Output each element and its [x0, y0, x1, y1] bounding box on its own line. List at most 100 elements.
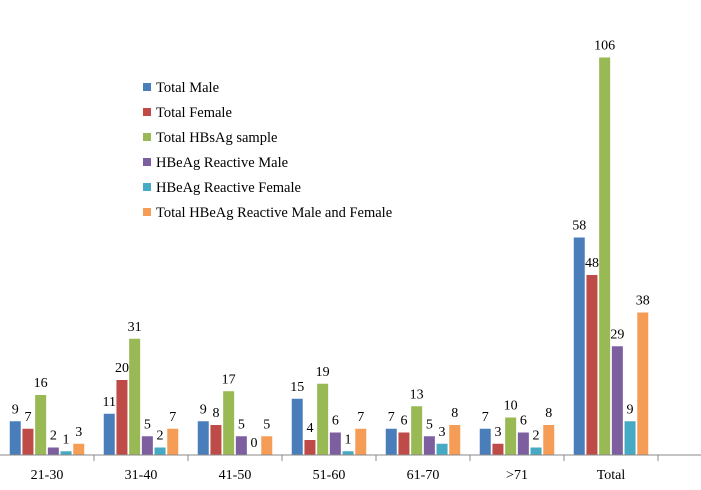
data-label: 17 — [222, 372, 236, 387]
bar — [103, 413, 115, 455]
bars-layer — [9, 57, 649, 455]
data-label: 7 — [388, 410, 395, 425]
legend-label: HBeAg Reactive Female — [156, 180, 301, 196]
data-label: 7 — [169, 410, 176, 425]
bar — [35, 395, 47, 455]
data-label: 6 — [400, 414, 407, 429]
data-label: 7 — [482, 410, 489, 425]
legend-swatch — [143, 183, 151, 191]
x-tick-label: 51-60 — [313, 468, 346, 483]
bar — [543, 425, 555, 455]
bar — [129, 338, 141, 455]
data-label: 9 — [627, 402, 634, 417]
data-label: 6 — [520, 414, 527, 429]
data-label: 9 — [12, 402, 19, 417]
legend-label: Total HBsAg sample — [156, 130, 277, 146]
data-label: 15 — [290, 380, 304, 395]
legend-label: Total HBeAg Reactive Male and Female — [156, 205, 392, 221]
legend-label: Total Male — [156, 80, 219, 96]
data-label: 58 — [572, 219, 586, 234]
bar — [197, 421, 209, 455]
data-label: 2 — [533, 429, 540, 444]
bar — [317, 383, 329, 455]
data-label: 20 — [115, 361, 129, 376]
legend-swatch — [143, 158, 151, 166]
legend-swatch — [143, 108, 151, 116]
data-label: 38 — [636, 294, 650, 309]
bar — [355, 428, 367, 455]
data-label: 10 — [504, 399, 518, 414]
data-label: 9 — [200, 402, 207, 417]
data-label: 5 — [238, 417, 245, 432]
bar — [329, 432, 341, 455]
bar — [624, 421, 636, 455]
bar — [223, 391, 235, 455]
data-label: 7 — [24, 410, 31, 425]
data-label: 13 — [410, 387, 424, 402]
data-label: 8 — [545, 406, 552, 421]
bar — [411, 406, 423, 455]
x-axis-ticks: 21-30 31-40 41-50 51-60 61-70 >71 Total — [31, 455, 659, 483]
data-label: 106 — [594, 39, 615, 54]
data-label: 4 — [306, 421, 313, 436]
x-tick-label: >71 — [506, 468, 528, 483]
x-tick-label: 31-40 — [125, 468, 158, 483]
bar — [611, 346, 623, 455]
x-tick-label: 21-30 — [31, 468, 64, 483]
bar — [261, 436, 273, 455]
data-label: 5 — [144, 417, 151, 432]
bar — [235, 436, 247, 455]
data-label: 1 — [345, 432, 352, 447]
bar — [342, 451, 354, 455]
bar — [530, 447, 542, 455]
bar — [9, 421, 21, 455]
bar — [304, 440, 316, 455]
data-label: 0 — [251, 436, 258, 451]
legend-label: Total Female — [156, 105, 232, 121]
bar — [116, 380, 128, 455]
bar — [60, 451, 72, 455]
bar — [492, 443, 504, 455]
bar — [47, 447, 59, 455]
data-label: 6 — [332, 414, 339, 429]
data-label: 29 — [610, 327, 624, 342]
data-label: 11 — [103, 395, 116, 410]
bar — [167, 428, 179, 455]
legend: Total Male Total Female Total HBsAg sample… — [143, 80, 392, 221]
x-tick-label: 61-70 — [407, 468, 440, 483]
bar — [423, 436, 435, 455]
data-label: 2 — [157, 429, 164, 444]
x-tick-label: Total — [597, 468, 626, 483]
data-label: 8 — [451, 406, 458, 421]
bar — [73, 443, 85, 455]
bar — [436, 443, 448, 455]
data-label: 7 — [357, 410, 364, 425]
bar — [141, 436, 153, 455]
bar — [154, 447, 166, 455]
bar — [479, 428, 491, 455]
bar — [291, 398, 303, 455]
data-label: 1 — [63, 432, 70, 447]
bar — [573, 237, 585, 455]
bar — [398, 432, 410, 455]
data-label: 3 — [439, 425, 446, 440]
data-label: 19 — [316, 365, 330, 380]
legend-label: HBeAg Reactive Male — [156, 155, 288, 171]
data-label: 2 — [50, 429, 57, 444]
data-label: 16 — [34, 376, 48, 391]
legend-swatch — [143, 208, 151, 216]
bar — [385, 428, 397, 455]
data-label: 3 — [494, 425, 501, 440]
bar — [22, 428, 34, 455]
data-label: 48 — [585, 256, 599, 271]
legend-swatch — [143, 83, 151, 91]
bar — [599, 57, 611, 455]
bar — [210, 425, 222, 455]
x-tick-label: 41-50 — [219, 468, 252, 483]
legend-swatch — [143, 133, 151, 141]
bar — [637, 312, 649, 455]
data-label: 8 — [212, 406, 219, 421]
bar — [505, 417, 517, 455]
